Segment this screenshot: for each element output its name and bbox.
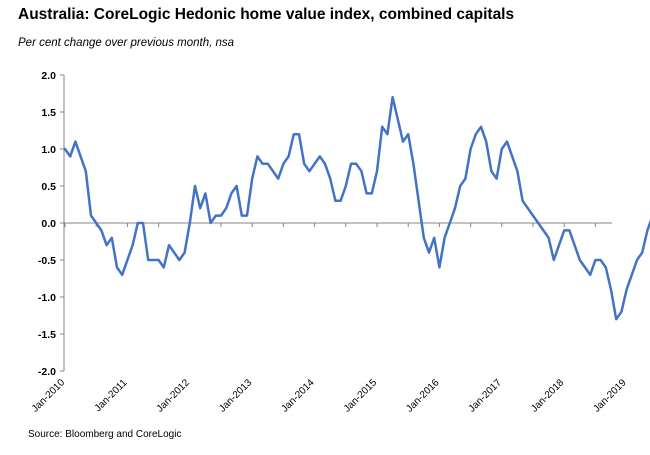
y-axis-tick-label: 0.0 xyxy=(41,218,56,230)
y-axis-tick-labels: 2.0 1.5 1.0 0.5 0.0 -0.5 -1.0 -1.5 -2.0 xyxy=(38,70,56,378)
series-layer xyxy=(63,95,650,321)
series-line xyxy=(63,95,650,321)
y-axis-tick-label: 1.5 xyxy=(41,107,56,119)
x-axis-tick-labels: Jan-2010 Jan-2011 Jan-2012 Jan-2013 Jan-2014… xyxy=(30,377,629,415)
x-axis-tick-label: Jan-2017 xyxy=(467,377,505,415)
chart-subtitle: Per cent change over previous month, nsa xyxy=(18,37,235,49)
x-axis-tick-label: Jan-2010 xyxy=(30,377,68,415)
y-axis-tick-label: 2.0 xyxy=(41,70,56,82)
x-axis-tick-label: Jan-2012 xyxy=(155,377,193,415)
x-axis-tick-label: Jan-2011 xyxy=(93,377,130,414)
y-axis-tick-label: -1.0 xyxy=(38,292,56,304)
source-note: Source: Bloomberg and CoreLogic xyxy=(28,429,182,440)
x-axis-tick-label: Jan-2019 xyxy=(591,377,629,415)
chart-axes xyxy=(60,74,612,372)
y-axis-tick-label: -2.0 xyxy=(38,366,56,378)
y-axis-tick-label: 1.0 xyxy=(41,144,56,156)
y-axis-tick-label: 0.5 xyxy=(41,181,56,193)
chart-title: Australia: CoreLogic Hedonic home value … xyxy=(18,6,515,23)
x-axis-tick-label: Jan-2018 xyxy=(529,377,567,415)
x-axis-tick-label: Jan-2014 xyxy=(279,377,317,415)
x-axis-tick-label: Jan-2013 xyxy=(217,377,255,415)
x-axis-tick-label: Jan-2015 xyxy=(342,377,380,415)
y-axis-tick-label: -1.5 xyxy=(38,329,56,341)
y-axis-tick-label: -0.5 xyxy=(38,255,56,267)
x-axis-tick-label: Jan-2016 xyxy=(404,377,442,415)
